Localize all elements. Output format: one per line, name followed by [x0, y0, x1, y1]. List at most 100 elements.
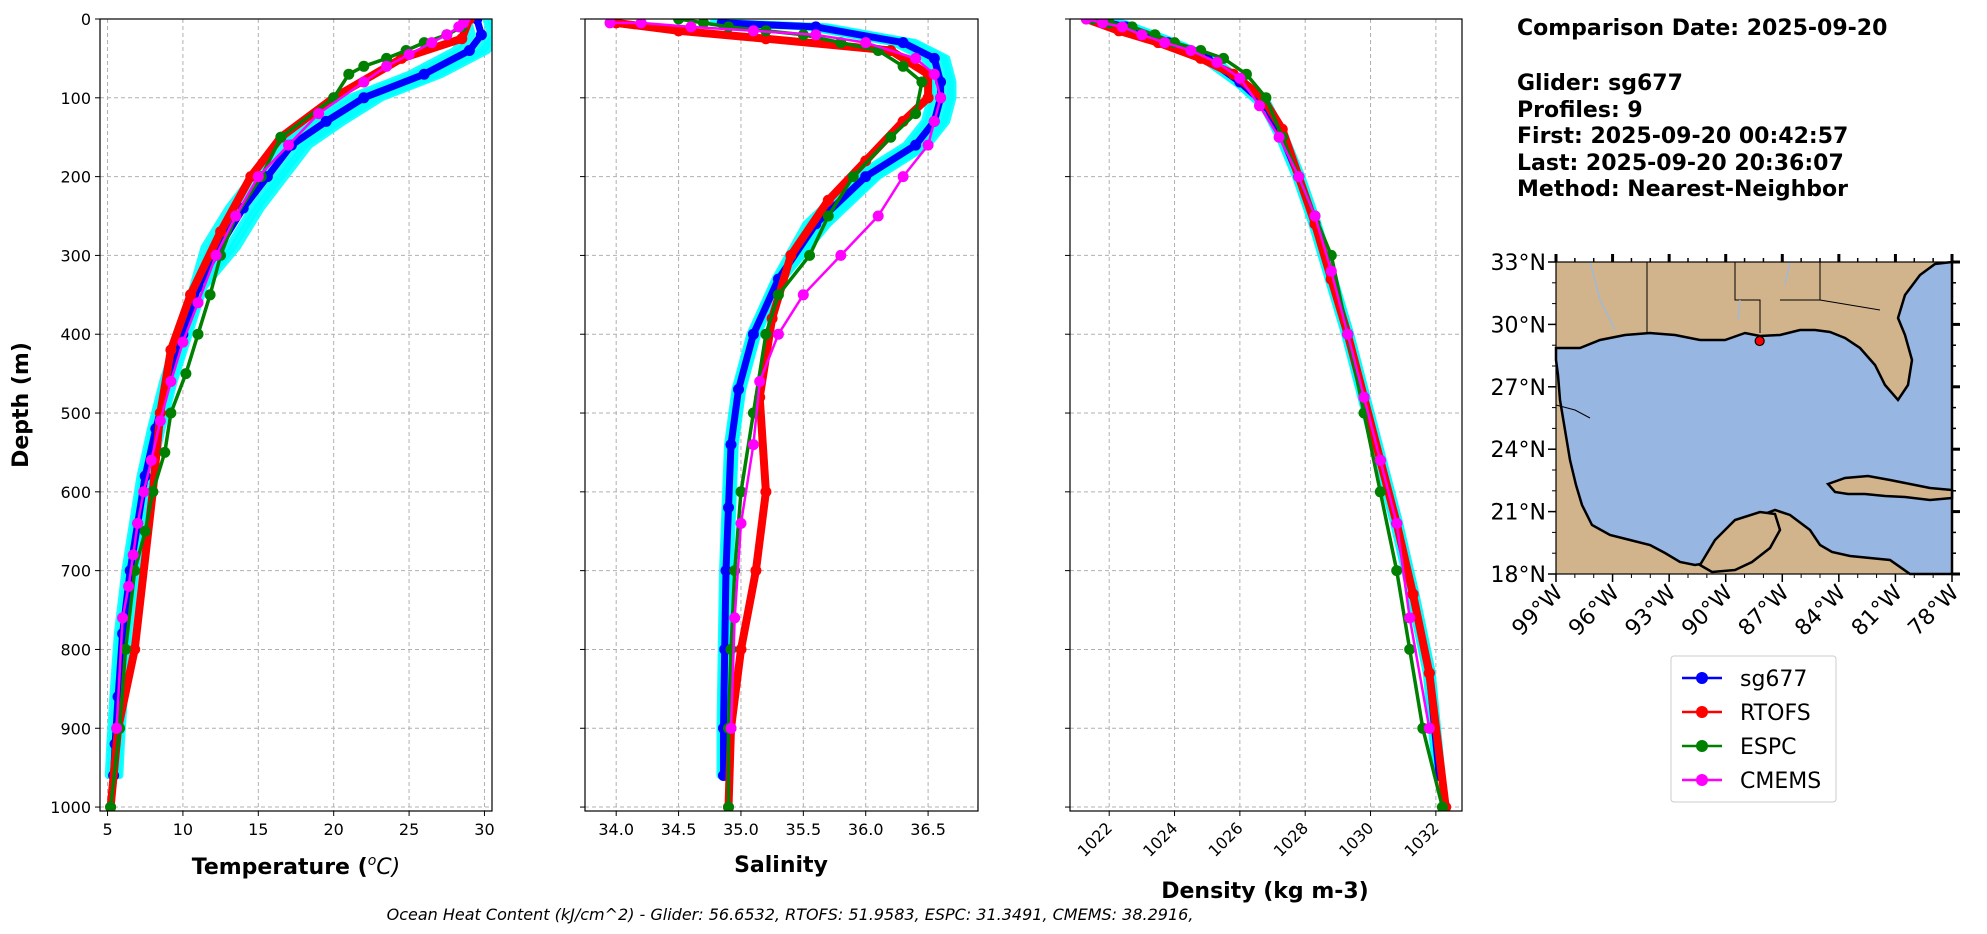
lat-tick-label: 27°N [1491, 376, 1546, 401]
cmems-point [1159, 37, 1171, 49]
legend-marker-sg677 [1696, 672, 1708, 684]
cmems-point [210, 249, 222, 261]
cmems-point [1211, 56, 1223, 68]
espc-point [1374, 486, 1386, 498]
rtofs-point [129, 643, 141, 655]
info-block: Comparison Date: 2025-09-20 Glider: sg67… [1517, 16, 1887, 202]
cmems-point [685, 21, 697, 33]
cmems-point [747, 439, 759, 451]
cmems-point [252, 171, 264, 183]
cmems-point [177, 336, 189, 348]
first-time: First: 2025-09-20 00:42:57 [1517, 124, 1848, 149]
cmems-point [1097, 19, 1109, 29]
rtofs-point [1407, 588, 1419, 600]
rtofs-point [760, 33, 772, 45]
sg677-point [358, 92, 370, 104]
cmems-point [635, 19, 647, 29]
cmems-point [453, 21, 465, 33]
cmems-point [1273, 131, 1285, 143]
legend-items: sg677 RTOFS ESPC CMEMS [1682, 667, 1821, 794]
legend-label-sg677: sg677 [1740, 667, 1807, 692]
cmems-point [283, 139, 294, 151]
espc-point [139, 525, 151, 537]
sg677-point [910, 139, 922, 151]
cmems-point [1374, 454, 1386, 466]
cmems-line [1085, 19, 1431, 730]
cmems-point [810, 29, 822, 41]
cmems-point [1234, 72, 1246, 84]
gulf-map: 33°N 30°N 27°N 24°N 21°N 18°N99°W96°W93°W90°W… [1491, 251, 1965, 641]
rtofs-point [165, 344, 177, 356]
y-tick-label: 500 [60, 404, 91, 423]
espc-point [698, 19, 709, 29]
cmems-point [1254, 100, 1265, 112]
density-panel: 1022 1024 1026 1028 1030 1032 [1065, 18, 1463, 861]
cmems-point [154, 415, 166, 427]
espc-point [760, 328, 772, 340]
cmems-point [772, 328, 784, 340]
cmems-point [145, 454, 157, 466]
cmems-point [132, 517, 144, 529]
cmems-point [1185, 45, 1197, 56]
rtofs-point [1423, 667, 1435, 679]
cmems-point [797, 289, 809, 301]
cmems-point [725, 722, 737, 734]
legend-label-cmems: CMEMS [1740, 769, 1821, 794]
lat-tick-label: 30°N [1491, 313, 1546, 338]
x-tick-label: 1032 [1400, 818, 1442, 860]
espc-point [910, 108, 922, 120]
rtofs-point [785, 249, 797, 261]
cmems-point [138, 486, 150, 498]
legend-marker-rtofs [1696, 706, 1708, 718]
lon-tick-label: 78°W [1904, 580, 1965, 641]
espc-point [1260, 92, 1272, 104]
x-tick-label: 34.5 [661, 820, 697, 839]
cmems-point [935, 92, 947, 104]
sg677-point [860, 171, 872, 183]
cmems-point [835, 249, 847, 261]
espc-point [847, 171, 859, 183]
cmems-point [192, 297, 204, 309]
espc-point [192, 328, 204, 340]
cmems-point [1358, 391, 1370, 403]
x-tick-label: 1022 [1074, 818, 1116, 860]
lon-tick-label: 81°W [1847, 580, 1908, 641]
espc-point [147, 486, 159, 498]
sg677-point [747, 328, 759, 340]
cmems-point [127, 549, 139, 561]
espc-point [885, 131, 897, 143]
rtofs-point [456, 33, 468, 45]
x-tick-label: 25 [399, 820, 419, 839]
cmems-point [928, 68, 940, 80]
rtofs-point [673, 25, 685, 37]
cmems-point [604, 19, 616, 29]
cmems-point [123, 580, 135, 592]
salinity-axis-label: Salinity [734, 853, 828, 878]
espc-point [180, 368, 192, 380]
sg677-point [418, 68, 430, 80]
legend-marker-espc [1696, 740, 1708, 752]
comparison-date: Comparison Date: 2025-09-20 [1517, 16, 1887, 41]
x-tick-label: 35.5 [786, 820, 822, 839]
x-tick-label: 1026 [1204, 818, 1246, 860]
espc-point [735, 486, 747, 498]
rtofs-point [185, 289, 196, 301]
cmems-point [358, 76, 370, 88]
espc-point [1404, 643, 1416, 655]
cmems-point [747, 25, 759, 37]
sg677-point [810, 21, 822, 33]
x-tick-label: 36.0 [848, 820, 884, 839]
glider-position-marker [1754, 335, 1765, 347]
temperature-panel: 0 100 200 300 400 500 600 700 800 900 1000 5 10 15 20 2… [50, 10, 494, 839]
lon-tick-label: 99°W [1508, 580, 1569, 641]
espc-point [1436, 801, 1448, 811]
espc-point [723, 21, 734, 33]
y-tick-label: 100 [60, 89, 91, 108]
espc-point [343, 68, 355, 80]
cmems-point [1116, 21, 1128, 33]
legend: sg677 RTOFS ESPC CMEMS [1670, 655, 1837, 803]
sg677-point [723, 502, 734, 514]
lat-tick-label: 18°N [1491, 563, 1546, 588]
espc-point [358, 60, 370, 72]
y-tick-label: 1000 [50, 798, 91, 817]
